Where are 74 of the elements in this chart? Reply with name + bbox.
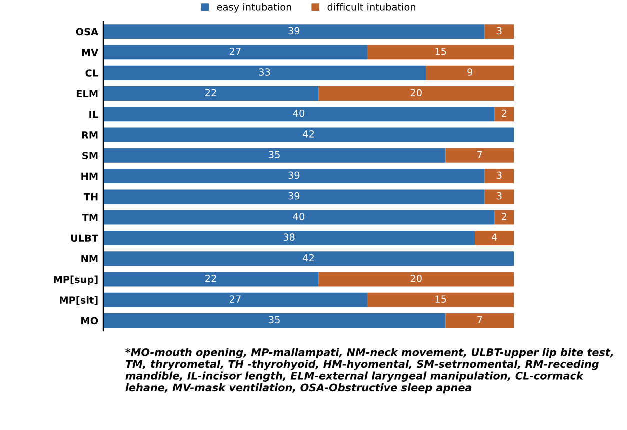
bar	[446, 314, 514, 328]
bar	[103, 148, 446, 163]
y-tick-label: IL	[90, 110, 98, 118]
data-label: 2	[502, 213, 506, 220]
y-tick-label: TH	[84, 194, 98, 201]
y-tick-label: ELM	[76, 90, 98, 98]
bar	[494, 210, 514, 225]
data-label: 42	[303, 130, 314, 138]
y-tick-label: SM	[82, 152, 98, 160]
bar	[103, 86, 319, 101]
data-label: 3	[497, 172, 502, 180]
data-label: 39	[288, 192, 300, 200]
bar	[103, 169, 485, 184]
data-label: 40	[293, 110, 305, 118]
y-tick-label: ULBT	[71, 234, 99, 242]
bar	[103, 190, 485, 204]
y-tick-label: NM	[82, 255, 98, 263]
data-label: 27	[230, 48, 241, 56]
y-tick-label: MV	[82, 49, 99, 56]
data-label: 35	[269, 151, 280, 158]
bar	[484, 169, 514, 184]
bar	[475, 230, 514, 246]
data-label: 42	[303, 254, 314, 262]
data-label: 38	[284, 234, 295, 242]
data-label: 15	[436, 48, 446, 56]
y-tick-label: MO	[82, 317, 98, 325]
bar	[103, 230, 476, 246]
y-tick-label: MP[sup]	[54, 276, 98, 286]
bar	[103, 252, 514, 266]
data-label: 4	[492, 234, 498, 241]
bar	[318, 272, 514, 287]
data-label: 7	[478, 316, 482, 324]
legend-label: difficult intubation	[328, 3, 416, 11]
bar	[446, 148, 514, 163]
data-label: 22	[206, 89, 216, 96]
bar	[103, 128, 514, 142]
bar	[103, 66, 426, 80]
data-label: 39	[288, 172, 300, 180]
data-label: 7	[478, 151, 482, 158]
data-label: 35	[269, 316, 280, 324]
data-label: 39	[288, 27, 300, 35]
data-label: 20	[410, 89, 422, 97]
y-tick-label: OSA	[76, 28, 99, 36]
bar	[426, 66, 514, 80]
bar	[484, 24, 514, 40]
y-tick-label: CL	[86, 70, 98, 77]
data-label: 27	[230, 296, 241, 303]
bar	[318, 86, 514, 101]
data-label: 15	[436, 296, 446, 303]
y-tick-label: TM	[82, 214, 98, 222]
data-label: 20	[410, 274, 422, 282]
bar	[494, 107, 514, 122]
bar	[367, 45, 514, 60]
data-label: 2	[502, 110, 506, 118]
y-tick-label: MP[sit]	[60, 296, 98, 306]
text: *MO-mouth opening, MP-mallampati, NM-neck movement, ULBT-upper lip bite test, TM, thryrometal, TH -thyrohyoid, HM-hyomental, SM-setrnomental, RM-receding mandible, IL-incisor length, ELM-external laryngeal manipulation, CL-cormack lehane, MV-mask ventilation, OSA-Obstructive sleep apnea	[126, 348, 614, 394]
data-label: 22	[206, 274, 216, 282]
bar	[103, 45, 368, 60]
bar	[103, 272, 319, 287]
data-label: 9	[468, 68, 473, 76]
bar	[103, 292, 368, 308]
bar	[484, 190, 514, 204]
data-label: 3	[497, 27, 502, 35]
bar	[103, 24, 485, 40]
bar	[103, 107, 495, 122]
y-tick-label: RM	[82, 132, 98, 139]
y-tick-label: HM	[82, 172, 98, 180]
bar	[367, 292, 514, 308]
legend-label: easy intubation	[217, 3, 292, 13]
data-label: 3	[497, 192, 502, 200]
bar	[103, 210, 495, 225]
data-label: 33	[259, 68, 270, 76]
bar	[103, 314, 446, 328]
data-label: 40	[293, 213, 305, 220]
